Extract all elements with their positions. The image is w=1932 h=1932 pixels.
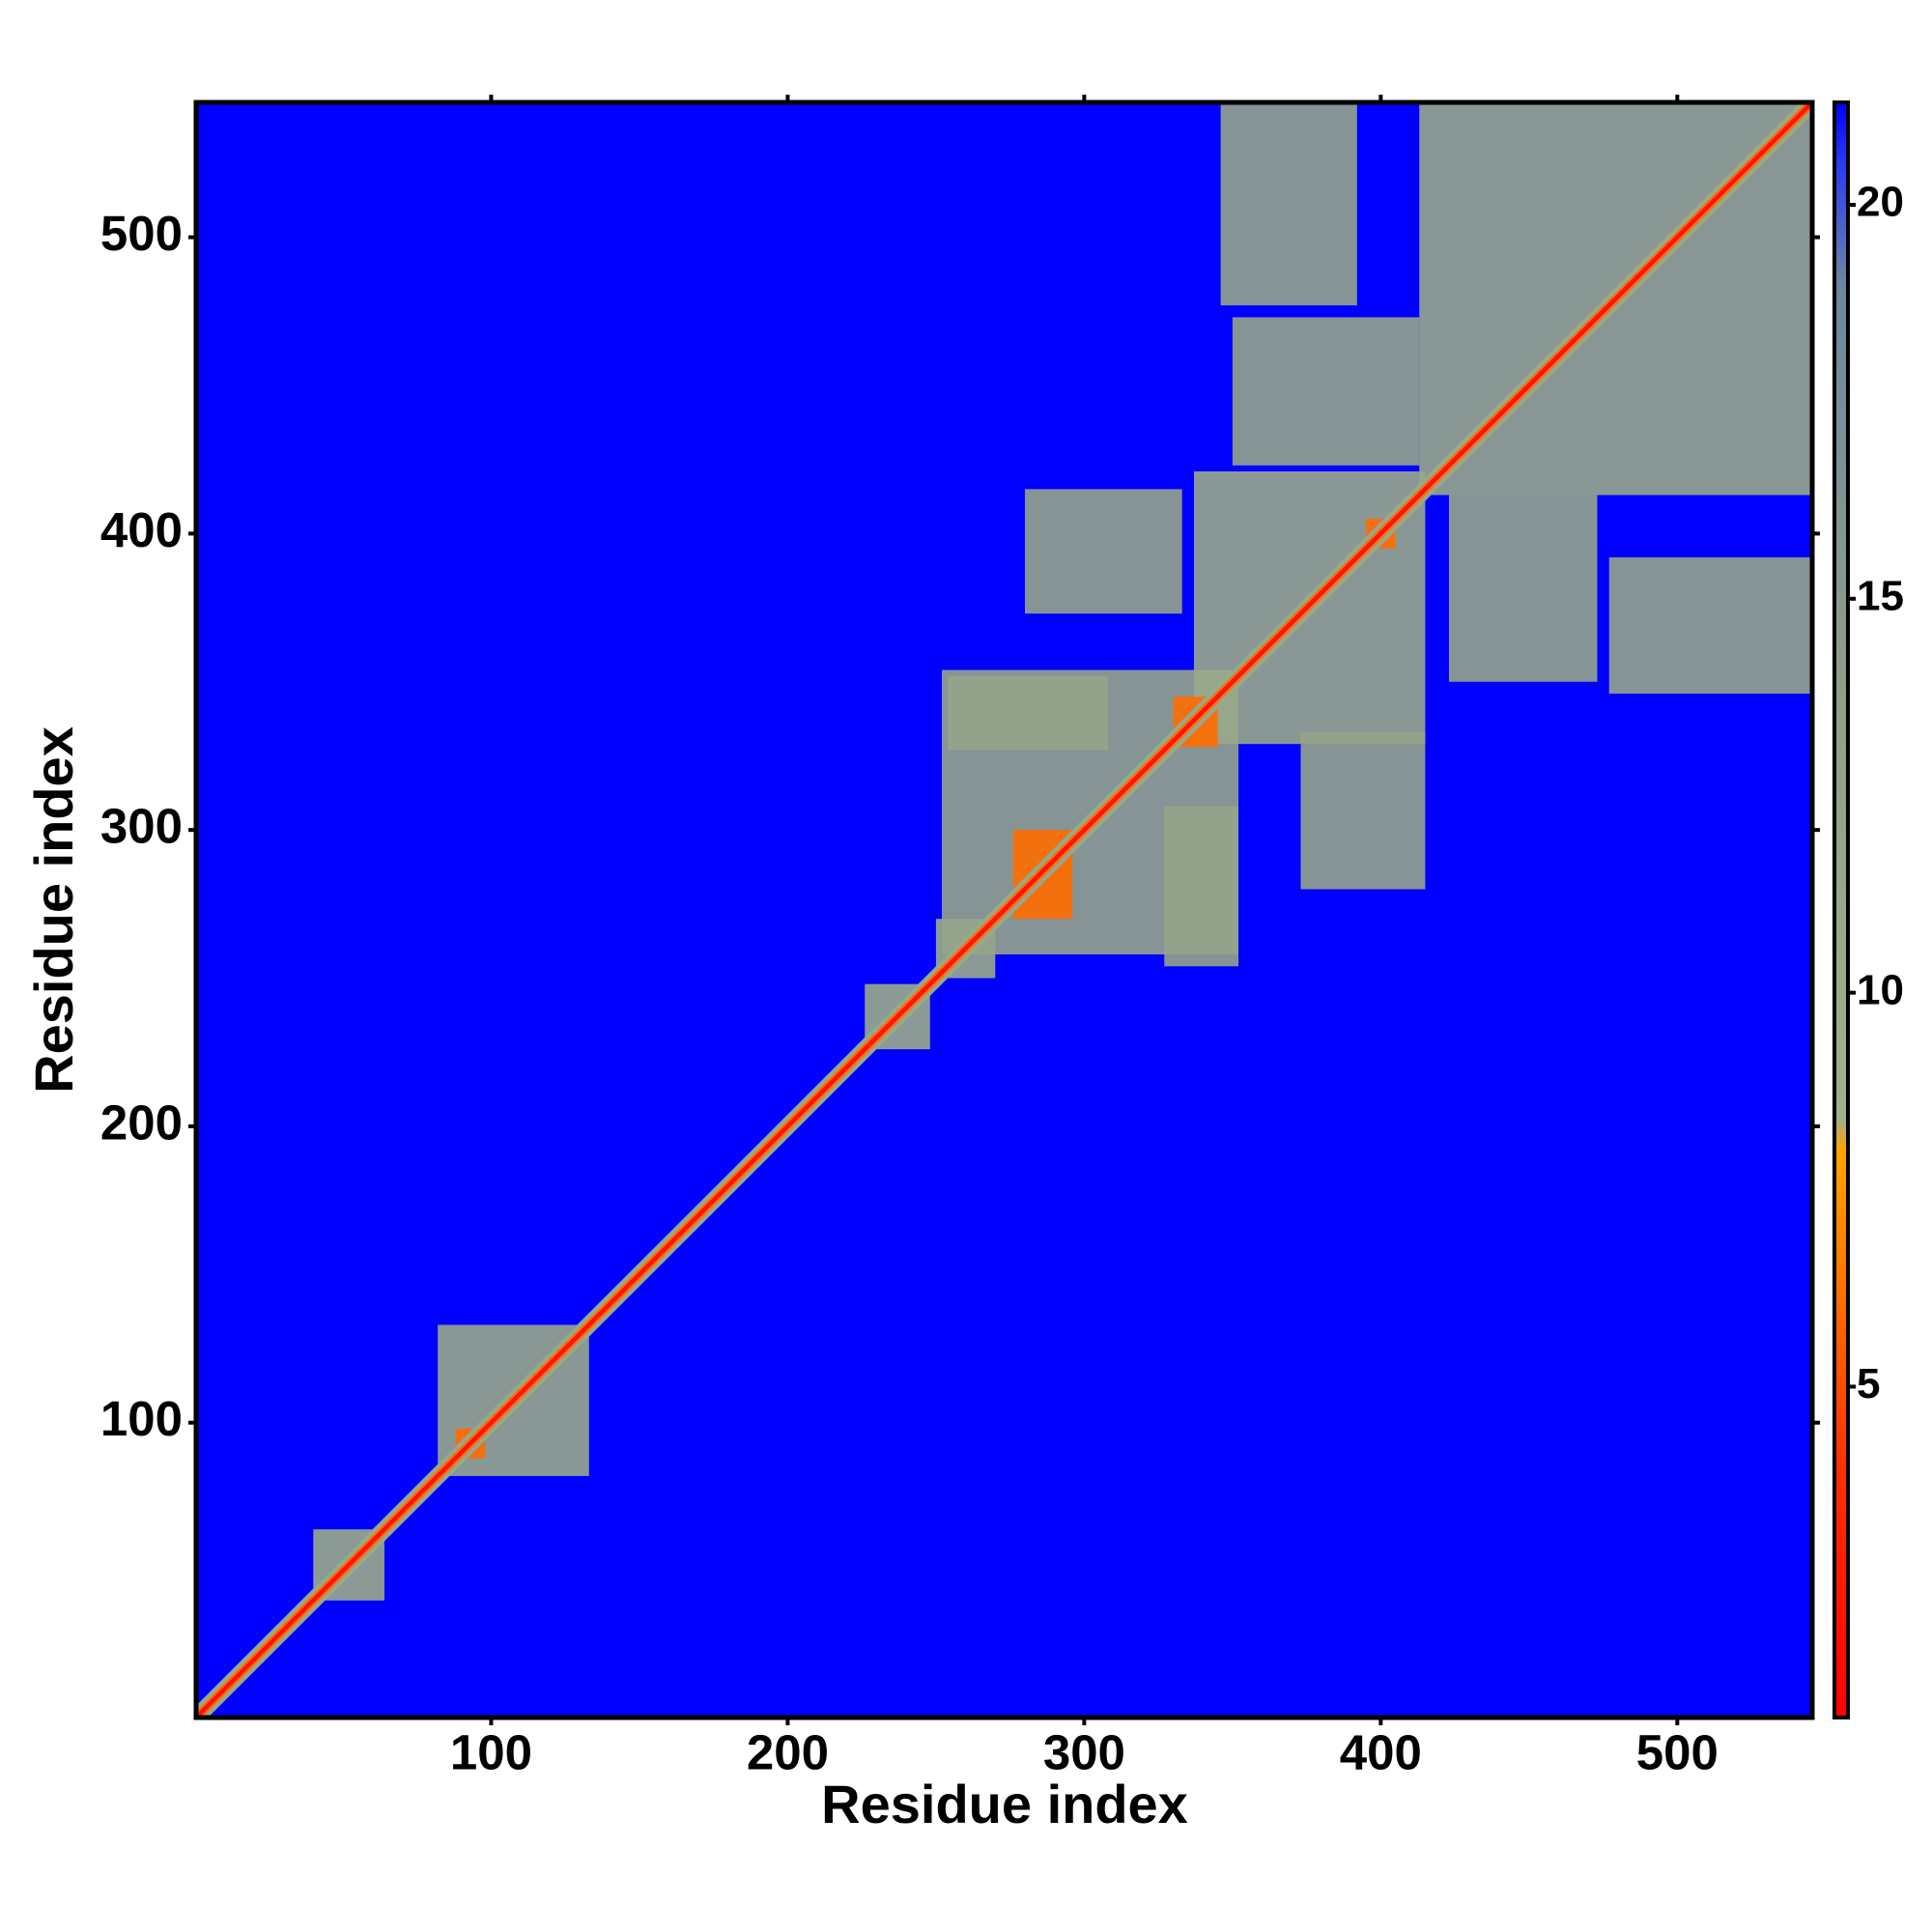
colorbar-tick-label: 5 xyxy=(1857,1360,1880,1407)
heatmap-region xyxy=(948,675,1108,751)
heatmap-region xyxy=(1220,103,1357,306)
y-tick-label: 300 xyxy=(100,799,183,854)
y-tick-label: 400 xyxy=(100,502,183,557)
y-tick-label: 500 xyxy=(100,206,183,261)
heatmap-region xyxy=(1024,489,1182,614)
plot-frame xyxy=(193,99,1815,1720)
x-tick-label: 200 xyxy=(747,1724,829,1779)
heatmap-region xyxy=(1448,495,1598,682)
colorbar xyxy=(1833,100,1850,1719)
heatmap-region xyxy=(1164,806,1239,967)
colorbar-tick-label: 10 xyxy=(1857,966,1904,1013)
colorbar-tick-label: 15 xyxy=(1857,572,1904,619)
y-tick-label: 100 xyxy=(100,1391,183,1446)
plot-area xyxy=(196,102,1812,1718)
y-axis-title: Residue index xyxy=(23,726,84,1094)
x-axis-title: Residue index xyxy=(821,1774,1188,1834)
heatmap-region xyxy=(1232,317,1420,466)
x-tick-label: 300 xyxy=(1043,1724,1125,1779)
x-tick-label: 100 xyxy=(450,1724,532,1779)
y-tick-label: 200 xyxy=(100,1094,183,1150)
heatmap-region xyxy=(1300,731,1426,890)
diagonal-band xyxy=(196,102,1812,1718)
heatmap-region xyxy=(1608,556,1811,695)
x-tick-label: 400 xyxy=(1340,1724,1422,1779)
x-tick-label: 500 xyxy=(1636,1724,1719,1779)
colorbar-tick-label: 20 xyxy=(1857,179,1904,226)
